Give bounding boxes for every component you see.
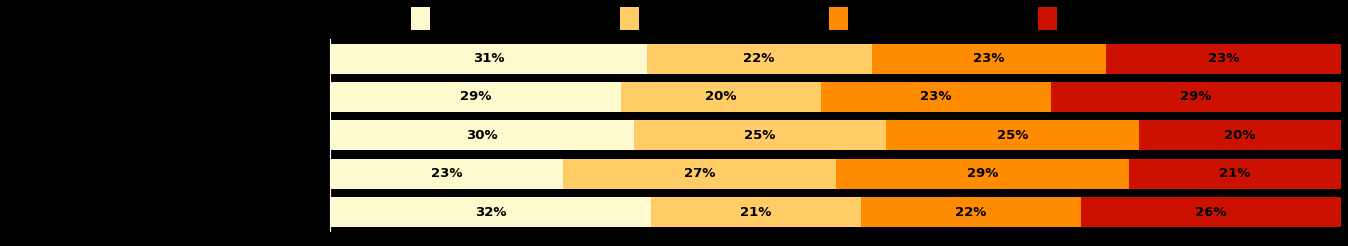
Text: 21%: 21% <box>1220 167 1251 180</box>
Bar <box>872 44 1107 74</box>
Bar <box>563 159 836 189</box>
Bar <box>330 159 563 189</box>
Bar <box>1107 44 1341 74</box>
Text: 27%: 27% <box>683 167 714 180</box>
Bar <box>1128 159 1341 189</box>
Text: 23%: 23% <box>921 91 952 103</box>
Bar <box>651 197 861 227</box>
Text: 21%: 21% <box>740 206 771 218</box>
Text: 20%: 20% <box>705 91 736 103</box>
Bar <box>1051 82 1341 112</box>
Bar <box>1139 120 1341 150</box>
Text: 22%: 22% <box>744 52 775 65</box>
Text: 30%: 30% <box>466 129 497 142</box>
Text: 22%: 22% <box>956 206 987 218</box>
Text: 31%: 31% <box>473 52 504 65</box>
Text: 23%: 23% <box>1208 52 1240 65</box>
Bar <box>330 44 647 74</box>
Bar <box>887 120 1139 150</box>
Bar <box>861 197 1081 227</box>
Bar <box>330 82 620 112</box>
Text: 25%: 25% <box>998 129 1029 142</box>
Bar <box>634 120 887 150</box>
Text: 26%: 26% <box>1196 206 1227 218</box>
Text: 25%: 25% <box>744 129 775 142</box>
Bar <box>1081 197 1341 227</box>
Text: 20%: 20% <box>1224 129 1256 142</box>
Bar <box>330 120 634 150</box>
Text: 29%: 29% <box>967 167 998 180</box>
Bar <box>647 44 872 74</box>
Bar <box>821 82 1051 112</box>
Text: 29%: 29% <box>1181 91 1212 103</box>
Bar <box>620 82 821 112</box>
Text: 23%: 23% <box>431 167 462 180</box>
Bar <box>330 197 651 227</box>
Text: 32%: 32% <box>474 206 506 218</box>
Bar <box>836 159 1130 189</box>
Text: 29%: 29% <box>460 91 491 103</box>
Text: 23%: 23% <box>973 52 1004 65</box>
